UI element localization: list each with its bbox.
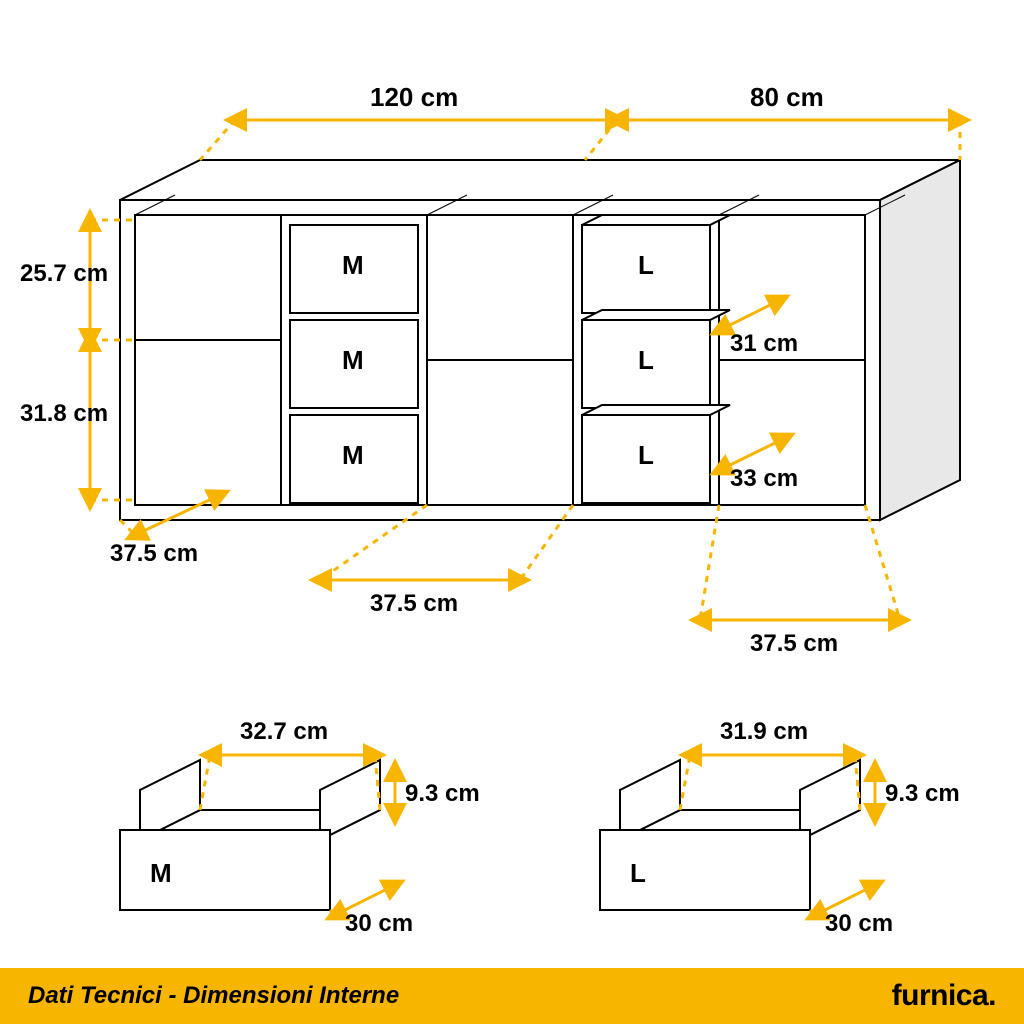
dim-depth-31: 31 cm <box>730 330 798 358</box>
cab-m-1: M <box>342 250 364 281</box>
footer-title: Dati Tecnici - Dimensioni Interne <box>28 982 399 1010</box>
cab-l-3: L <box>638 440 654 471</box>
dim-top-120: 120 cm <box>370 82 458 113</box>
cab-l-2: L <box>638 345 654 376</box>
drawer-l-height: 9.3 cm <box>885 780 960 808</box>
drawer-m-depth: 30 cm <box>345 910 413 938</box>
brand-logo-text: furnica. <box>892 979 996 1013</box>
dim-depth-33: 33 cm <box>730 465 798 493</box>
drawer-l-width: 31.9 cm <box>720 718 808 746</box>
dim-w-375-b: 37.5 cm <box>370 590 458 618</box>
drawer-m-height: 9.3 cm <box>405 780 480 808</box>
dim-w-375-c: 37.5 cm <box>750 630 838 658</box>
drawer-l-depth: 30 cm <box>825 910 893 938</box>
dim-h-257: 25.7 cm <box>20 260 120 288</box>
drawer-m-label: M <box>150 858 172 889</box>
page-root: 120 cm 80 cm 25.7 cm 31.8 cm 31 cm 33 cm… <box>0 0 1024 1024</box>
footer-bar: Dati Tecnici - Dimensioni Interne furnic… <box>0 968 1024 1024</box>
drawer-m-width: 32.7 cm <box>240 718 328 746</box>
dim-h-318: 31.8 cm <box>20 400 108 428</box>
cab-l-1: L <box>638 250 654 281</box>
cab-m-2: M <box>342 345 364 376</box>
dim-w-375-a: 37.5 cm <box>110 540 198 568</box>
drawer-l-label: L <box>630 858 646 889</box>
cab-m-3: M <box>342 440 364 471</box>
dim-top-80: 80 cm <box>750 82 824 113</box>
cabinet-diagram <box>0 0 1024 700</box>
